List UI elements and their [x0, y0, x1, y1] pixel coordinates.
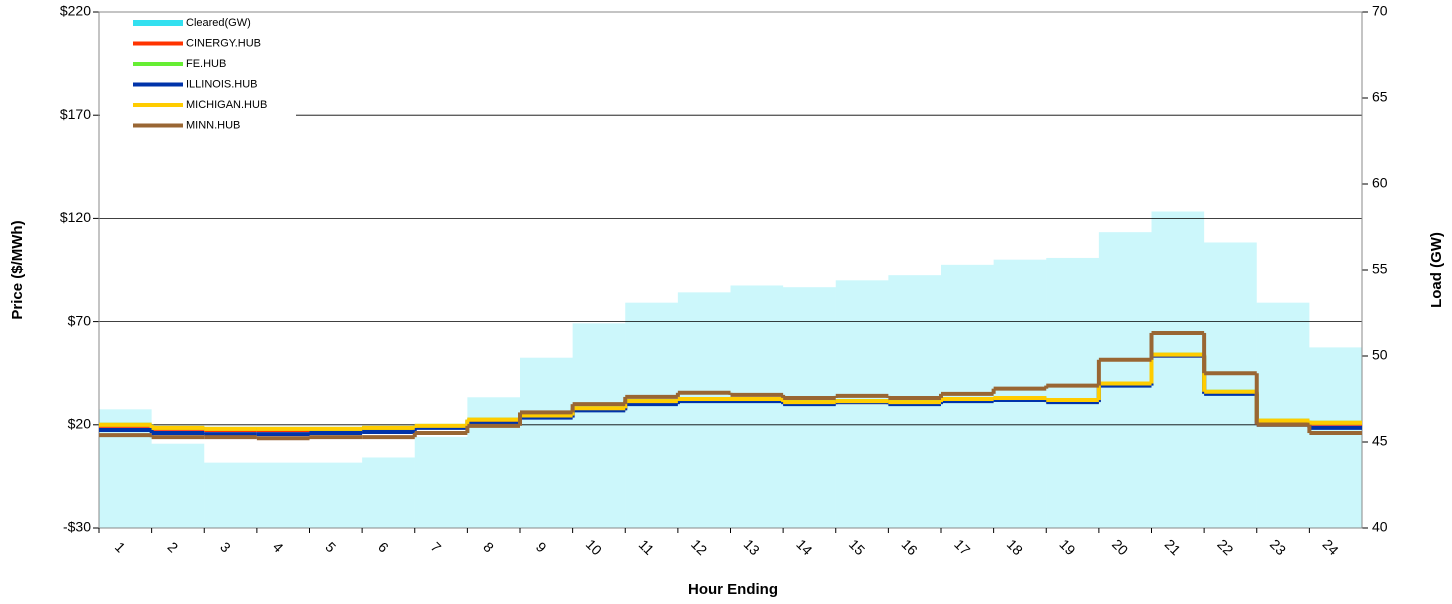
- y2-tick-label: 60: [1372, 175, 1388, 191]
- x-tick-label: 6: [375, 539, 392, 556]
- y2-tick-label: 45: [1372, 433, 1388, 449]
- y2-tick-label: 40: [1372, 519, 1388, 535]
- legend-box: [100, 13, 296, 125]
- x-axis-title: Hour Ending: [688, 581, 778, 598]
- y-tick-label: $70: [68, 312, 92, 328]
- x-tick-label: 3: [217, 539, 234, 556]
- load-bar: [941, 264, 994, 528]
- y2-tick-label: 50: [1372, 347, 1388, 363]
- x-tick-label: 12: [688, 536, 710, 558]
- x-tick-label: 8: [480, 539, 497, 556]
- legend-label: MINN.HUB: [186, 119, 240, 131]
- load-bar: [256, 462, 310, 528]
- x-tick-label: 2: [164, 539, 181, 556]
- load-bar: [677, 292, 731, 528]
- load-bar: [1151, 211, 1205, 528]
- x-tick-label: 21: [1162, 536, 1184, 558]
- load-bar: [414, 436, 468, 528]
- load-bar: [520, 357, 573, 528]
- x-tick-label: 4: [270, 539, 287, 556]
- x-tick-label: 22: [1214, 536, 1236, 558]
- load-bar: [362, 457, 415, 528]
- x-tick-label: 9: [533, 539, 550, 556]
- x-tick-label: 1: [112, 539, 129, 556]
- y-axis-title: Price ($/MWh): [9, 220, 26, 319]
- x-tick-label: 13: [741, 536, 763, 558]
- y-tick-label: $20: [68, 416, 92, 432]
- load-bar: [835, 280, 889, 528]
- x-tick-label: 5: [322, 539, 339, 556]
- x-tick-label: 18: [1004, 536, 1026, 558]
- legend-label: Cleared(GW): [186, 17, 251, 29]
- x-tick-label: 19: [1056, 536, 1078, 558]
- series-line: [99, 330, 1362, 441]
- y-tick-label: $220: [60, 3, 91, 19]
- load-bar: [1309, 347, 1362, 528]
- load-bar: [151, 443, 205, 528]
- legend-label: MICHIGAN.HUB: [186, 99, 267, 111]
- legend-label: ILLINOIS.HUB: [186, 78, 258, 90]
- load-bar: [730, 285, 784, 528]
- y2-tick-label: 65: [1372, 89, 1388, 105]
- x-tick-label: 20: [1109, 536, 1131, 558]
- x-tick-label: 17: [951, 536, 973, 558]
- load-bar: [1256, 302, 1310, 528]
- load-bar: [467, 397, 520, 528]
- series-line: [99, 353, 1362, 437]
- y2-tick-label: 70: [1372, 3, 1388, 19]
- x-tick-label: 7: [428, 539, 445, 556]
- load-bar: [625, 302, 678, 528]
- x-tick-label: 15: [846, 536, 868, 558]
- legend-label: FE.HUB: [186, 58, 226, 70]
- load-bar: [572, 323, 626, 528]
- y-tick-label: $120: [60, 209, 91, 225]
- x-tick-label: 24: [1319, 536, 1341, 558]
- y2-axis-title: Load (GW): [1428, 232, 1445, 308]
- y2-tick-label: 55: [1372, 261, 1388, 277]
- x-tick-label: 14: [793, 536, 815, 558]
- y-tick-label: -$30: [63, 519, 91, 535]
- load-bar: [1046, 257, 1099, 528]
- load-bar: [783, 287, 836, 528]
- load-bar: [309, 462, 363, 528]
- x-tick-label: 16: [898, 536, 920, 558]
- load-bar: [204, 462, 257, 528]
- load-bar: [1204, 242, 1257, 529]
- y-tick-label: $170: [60, 106, 91, 122]
- x-tick-label: 11: [636, 536, 658, 558]
- x-tick-label: 10: [583, 536, 605, 558]
- x-tick-label: 23: [1267, 536, 1289, 558]
- load-bar: [1098, 232, 1152, 528]
- load-bar: [993, 259, 1047, 528]
- legend-label: CINERGY.HUB: [186, 37, 261, 49]
